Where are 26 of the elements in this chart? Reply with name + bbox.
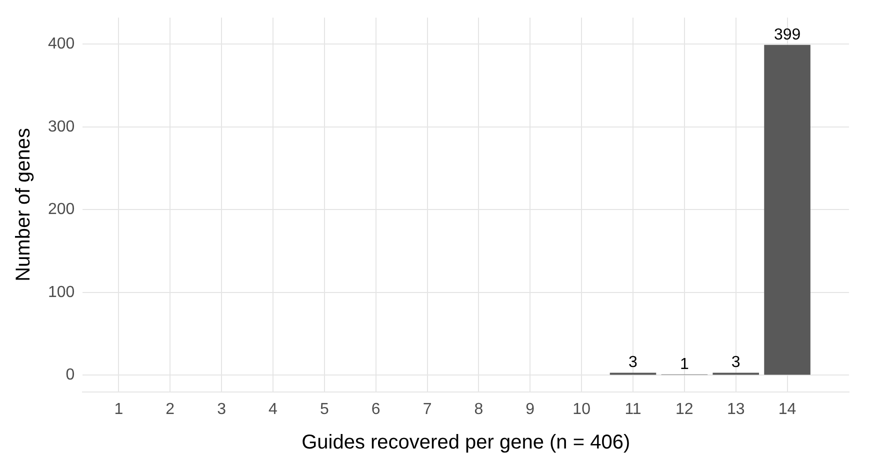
data-label: 1: [680, 356, 689, 373]
x-tick-label: 1: [114, 400, 124, 418]
y-tick-label: 300: [48, 118, 75, 136]
data-label: 3: [731, 354, 740, 372]
x-tick-label: 8: [474, 400, 484, 418]
x-tick-label: 3: [217, 400, 226, 418]
y-tick-label: 400: [48, 36, 75, 52]
y-axis-title: Number of genes: [12, 128, 35, 282]
x-tick-label: 10: [572, 400, 591, 418]
data-label: 399: [774, 26, 801, 44]
x-tick-label: 4: [268, 400, 278, 418]
y-tick-label: 0: [66, 366, 75, 384]
x-tick-label: 7: [422, 400, 432, 418]
bar: [764, 44, 810, 375]
x-tick-label: 14: [778, 400, 796, 418]
x-tick-label: 13: [726, 400, 745, 418]
data-label: 3: [628, 354, 638, 372]
x-tick-label: 5: [320, 400, 329, 418]
x-tick-label: 2: [166, 400, 175, 418]
x-tick-label: 11: [624, 400, 642, 418]
y-tick-label: 100: [48, 284, 75, 301]
x-tick-label: 9: [526, 400, 535, 418]
y-tick-label: 200: [48, 201, 75, 218]
x-tick-label: 12: [676, 400, 694, 418]
x-tick-label: 6: [371, 400, 380, 418]
x-axis-title: Guides recovered per gene (n = 406): [302, 432, 630, 454]
